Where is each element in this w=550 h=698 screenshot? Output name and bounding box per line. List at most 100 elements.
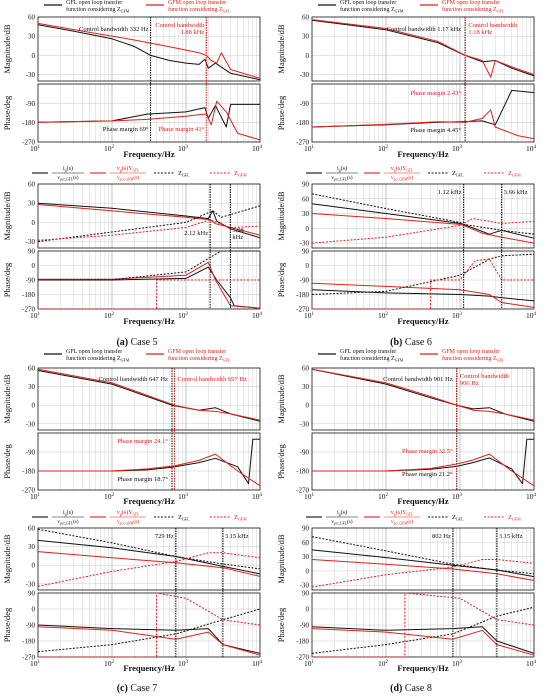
annotation-freq-2: 3.15 kHz <box>225 533 249 540</box>
case8_imp-mag-series-0 <box>311 549 535 578</box>
caption-3: (c) Case 7 <box>117 683 158 694</box>
legend-a-denominator: vpcc,GFL(s) <box>331 174 352 183</box>
case8_imp-xtick: 103 <box>452 659 463 668</box>
legend-gfl-line2: function considering ZGFM <box>340 6 404 14</box>
case8_imp-phase-tick-label: -270 <box>296 654 309 662</box>
case6_imp-phase-series-1 <box>311 282 535 308</box>
case5_imp-mag-tick-label: 30 <box>28 200 36 208</box>
case8_loop-mag-tick-label: 30 <box>302 383 310 391</box>
case6_loop-phase-tick-label: -180 <box>296 119 309 127</box>
case7_imp-mag-tick-label: 60 <box>28 525 36 533</box>
case5_loop-mag-frame <box>37 16 261 82</box>
legend-gfl-line1: GFL open loop transfer <box>66 348 122 355</box>
case6_imp-phase-ylabel: Phase/deg <box>276 262 286 297</box>
annotation-freq-2: 3.66 kHz <box>504 189 528 196</box>
case6_loop-xtick: 101 <box>304 144 315 153</box>
case6_imp-xtick: 104 <box>526 311 537 320</box>
legend-gfm-line1: GFM open loop transfer <box>168 0 226 6</box>
case7_loop-xlabel: Frequency/Hz <box>123 496 175 506</box>
case8_loop-mag-tick-label: 0 <box>306 402 310 410</box>
case5_loop-mag-tick-label: 60 <box>28 14 36 22</box>
case7_imp-phase-tick-label: 0 <box>32 606 36 614</box>
legend-zgfm: ZGFM <box>234 170 247 178</box>
case6_loop-phase-tick-label: -270 <box>296 139 309 147</box>
case7_loop-phase-ylabel: Phase/deg <box>2 444 12 479</box>
case5_loop-mag-ylabel: Magnitude/dB <box>2 24 12 73</box>
case7_imp-mag-series-3 <box>37 552 261 587</box>
legend-b-numerator: vg(s)YGFL <box>117 509 139 517</box>
case5_loop-phase-tick-label: -180 <box>22 119 35 127</box>
case7_loop-mag-frame <box>37 367 261 431</box>
annotation-freq-2: 3.15 kHz <box>499 533 523 540</box>
case7_loop-mag-series-1 <box>37 368 261 421</box>
case7_imp-xtick: 101 <box>30 659 41 668</box>
case7_loop-mag-tick-label: 0 <box>32 402 36 410</box>
case6_loop-xtick: 102 <box>378 144 389 153</box>
case8_loop-mag-series-1 <box>311 368 535 421</box>
legend-a-denominator: vpcc,GFL(s) <box>57 518 78 527</box>
case6_imp-phase-tick-label: -90 <box>300 277 310 285</box>
case5_imp-mag-series-1 <box>37 204 261 236</box>
case7_imp-mag-tick-label: 0 <box>32 562 36 570</box>
case5_imp-phase-tick-label: -270 <box>22 306 35 314</box>
case5_imp-phase-tick-label: -90 <box>26 277 36 285</box>
case7_loop-phase-series-1 <box>38 453 261 487</box>
case8_imp-mag-tick-label: 90 <box>302 525 310 533</box>
legend-gfl-line1: GFL open loop transfer <box>340 348 396 355</box>
case5_imp-xtick: 102 <box>104 311 115 320</box>
case8_imp-xtick: 101 <box>304 659 315 668</box>
case6_imp-xtick: 102 <box>378 311 389 320</box>
legend-gfl-line2: function considering ZGFM <box>66 355 130 363</box>
legend-gfl-line1: GFL open loop transfer <box>66 0 122 6</box>
annotation-gfl-phase-margin: Phase margin 21.2° <box>402 471 453 478</box>
case5_loop-xtick: 102 <box>104 144 115 153</box>
case5_loop-mag-tick-label: 30 <box>28 33 36 41</box>
legend-zgfm: ZGFM <box>508 170 521 178</box>
legend-zgfl: ZGFL <box>452 170 464 178</box>
case7_imp-mag-ylabel: Magnitude/dB <box>2 534 12 583</box>
legend-a-numerator: ig(s) <box>63 509 73 517</box>
case6_loop-phase-tick-label: -90 <box>300 100 310 108</box>
legend-b-denominator: vpcc,GFM(s) <box>391 518 413 527</box>
annotation-gfm-bandwidth-value: 1.88 kHz <box>180 29 204 36</box>
case5_loop-phase-series-1 <box>37 100 261 141</box>
case7_loop-mag-tick-label: 60 <box>28 365 36 373</box>
case8_imp-mag-tick-label: 60 <box>302 539 310 547</box>
case8_loop-mag-tick-label: 60 <box>302 365 310 373</box>
legend-zgfm: ZGFM <box>234 514 247 522</box>
annotation-gfl-bandwidth: Control bandwidth 1.17 kHz <box>387 26 461 33</box>
case5_imp-mag-tick-label: 0 <box>32 219 36 227</box>
case8_loop-mag-tick-label: -30 <box>300 420 310 428</box>
case7_loop-xtick: 101 <box>30 492 41 501</box>
case7_loop-xtick: 104 <box>252 492 263 501</box>
legend-zgfl: ZGFL <box>452 514 464 522</box>
panel-case8_imp: 9060300-30900-90-180-270Magnitude/dBPhas… <box>276 509 537 673</box>
case6_imp-mag-tick-label: 60 <box>302 195 310 203</box>
case5_imp-mag-frame <box>37 183 261 249</box>
case8_imp-phase-tick-label: 0 <box>306 606 310 614</box>
case6_imp-phase-tick-label: 90 <box>302 248 310 256</box>
case8_imp-xtick: 102 <box>378 659 389 668</box>
case5_imp-phase-series-0 <box>38 266 261 309</box>
case6_imp-phase-frame <box>311 250 535 310</box>
case5_imp-phase-tick-label: 90 <box>28 248 36 256</box>
case8_loop-phase-ylabel: Phase/deg <box>276 444 286 479</box>
legend-a-denominator: vpcc,GFL(s) <box>57 174 78 183</box>
case6_loop-mag-tick-label: 0 <box>306 52 310 60</box>
annotation-gfl-phase-margin: Phase margin 69° <box>103 126 149 133</box>
case5_imp-phase-ylabel: Phase/deg <box>2 262 12 297</box>
case6_imp-mag-ylabel: Magnitude/dB <box>276 191 286 240</box>
case7_imp-xtick: 103 <box>178 659 189 668</box>
case8_loop-xtick: 103 <box>452 492 463 501</box>
case6_loop-mag-tick-label: -30 <box>300 71 310 79</box>
case6_imp-phase-tick-label: -270 <box>296 306 309 314</box>
case7_imp-phase-tick-label: 90 <box>28 590 36 598</box>
case5_imp-phase-series-1 <box>38 261 261 309</box>
case5_imp-xtick: 103 <box>178 311 189 320</box>
legend-b-numerator: vg(s)YGFL <box>391 165 413 173</box>
caption-1: (a) Case 5 <box>116 337 157 348</box>
case5_loop-phase-tick-label: -90 <box>26 100 36 108</box>
